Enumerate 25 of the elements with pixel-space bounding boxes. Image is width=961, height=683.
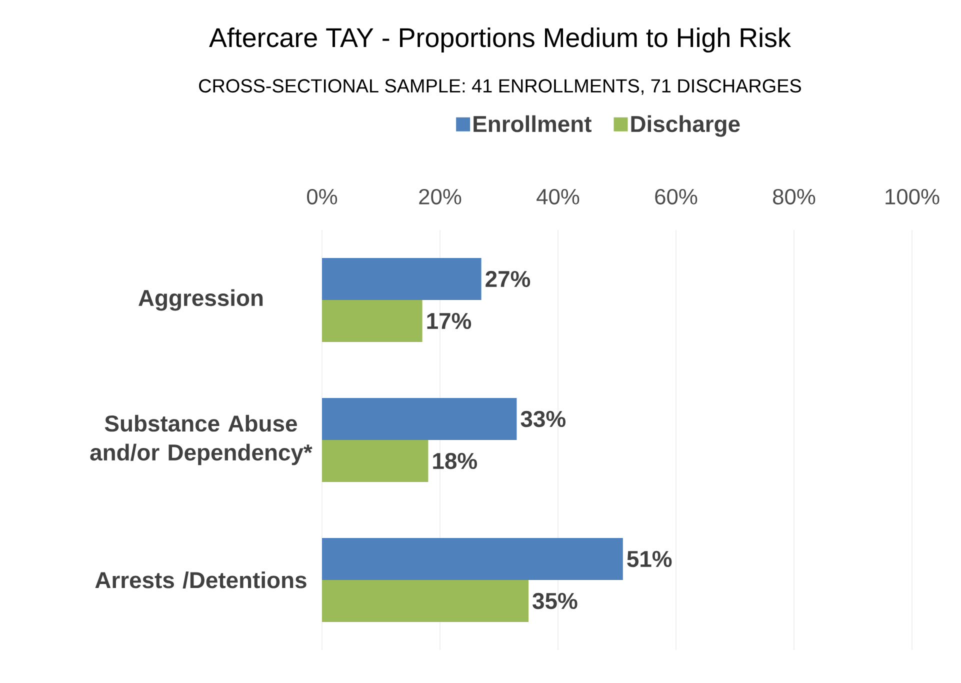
bar — [322, 580, 529, 622]
data-label: 33% — [520, 410, 566, 428]
bar — [322, 258, 482, 300]
data-label: 35% — [532, 592, 578, 610]
data-label: 27% — [486, 270, 530, 288]
x-tick-label: 80% — [773, 188, 816, 204]
legend-label: Enrollment — [474, 115, 592, 132]
y-tick-label: Aggression — [138, 289, 263, 311]
chart-title: Aftercare TAY - Proportions Medium to High Risk — [209, 27, 791, 53]
x-tick-label: 100% — [886, 188, 940, 204]
x-tick-label: 0% — [307, 188, 338, 204]
x-tick-label: 60% — [655, 188, 698, 204]
legend-label: Discharge — [631, 115, 740, 137]
chart-subtitle: CROSS-SECTIONAL SAMPLE: 41 ENROLLMENTS, 71 DISCHARGES — [199, 79, 801, 95]
bar — [322, 538, 623, 580]
x-tick-label: 20% — [419, 188, 462, 204]
x-tick-label: 40% — [536, 188, 580, 204]
bar — [322, 440, 428, 482]
data-label: 18% — [433, 452, 477, 470]
y-tick-label: Substance Abuse and/or Dependency* — [90, 414, 312, 466]
bar — [322, 300, 422, 342]
data-label: 17% — [427, 312, 472, 330]
data-label: 51% — [627, 550, 672, 568]
y-tick-label: Arrests /Detentions — [95, 571, 306, 589]
bar — [322, 398, 517, 440]
